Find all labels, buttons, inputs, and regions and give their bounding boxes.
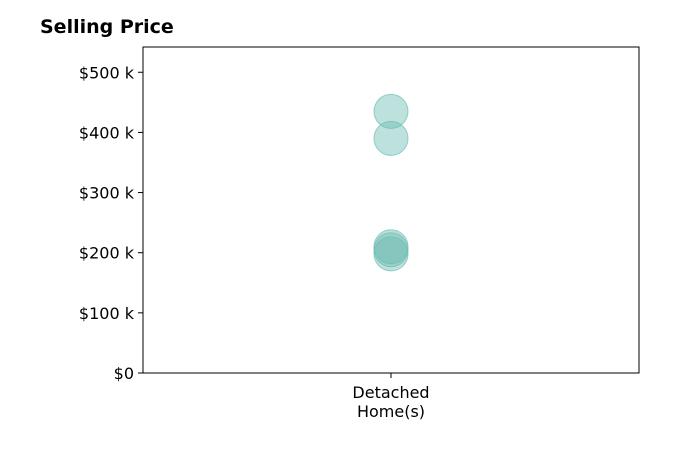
y-tick-label: $300 k	[79, 184, 135, 203]
data-point	[373, 232, 409, 268]
data-point	[373, 236, 409, 272]
chart-title: Selling Price	[40, 16, 174, 38]
y-tick-label: $0	[114, 364, 134, 383]
x-tick-label: Home(s)	[357, 402, 425, 421]
y-axis: $0 $100 k $200 k $300 k $400 k $500 k	[79, 63, 143, 383]
y-tick-label: $400 k	[79, 123, 135, 142]
data-point	[373, 93, 409, 129]
data-point	[373, 120, 409, 156]
data-points	[373, 93, 409, 272]
y-tick-label: $500 k	[79, 63, 135, 82]
y-tick-label: $200 k	[79, 244, 135, 263]
y-tick-label: $100 k	[79, 304, 135, 323]
x-tick-label: Detached	[352, 383, 429, 402]
